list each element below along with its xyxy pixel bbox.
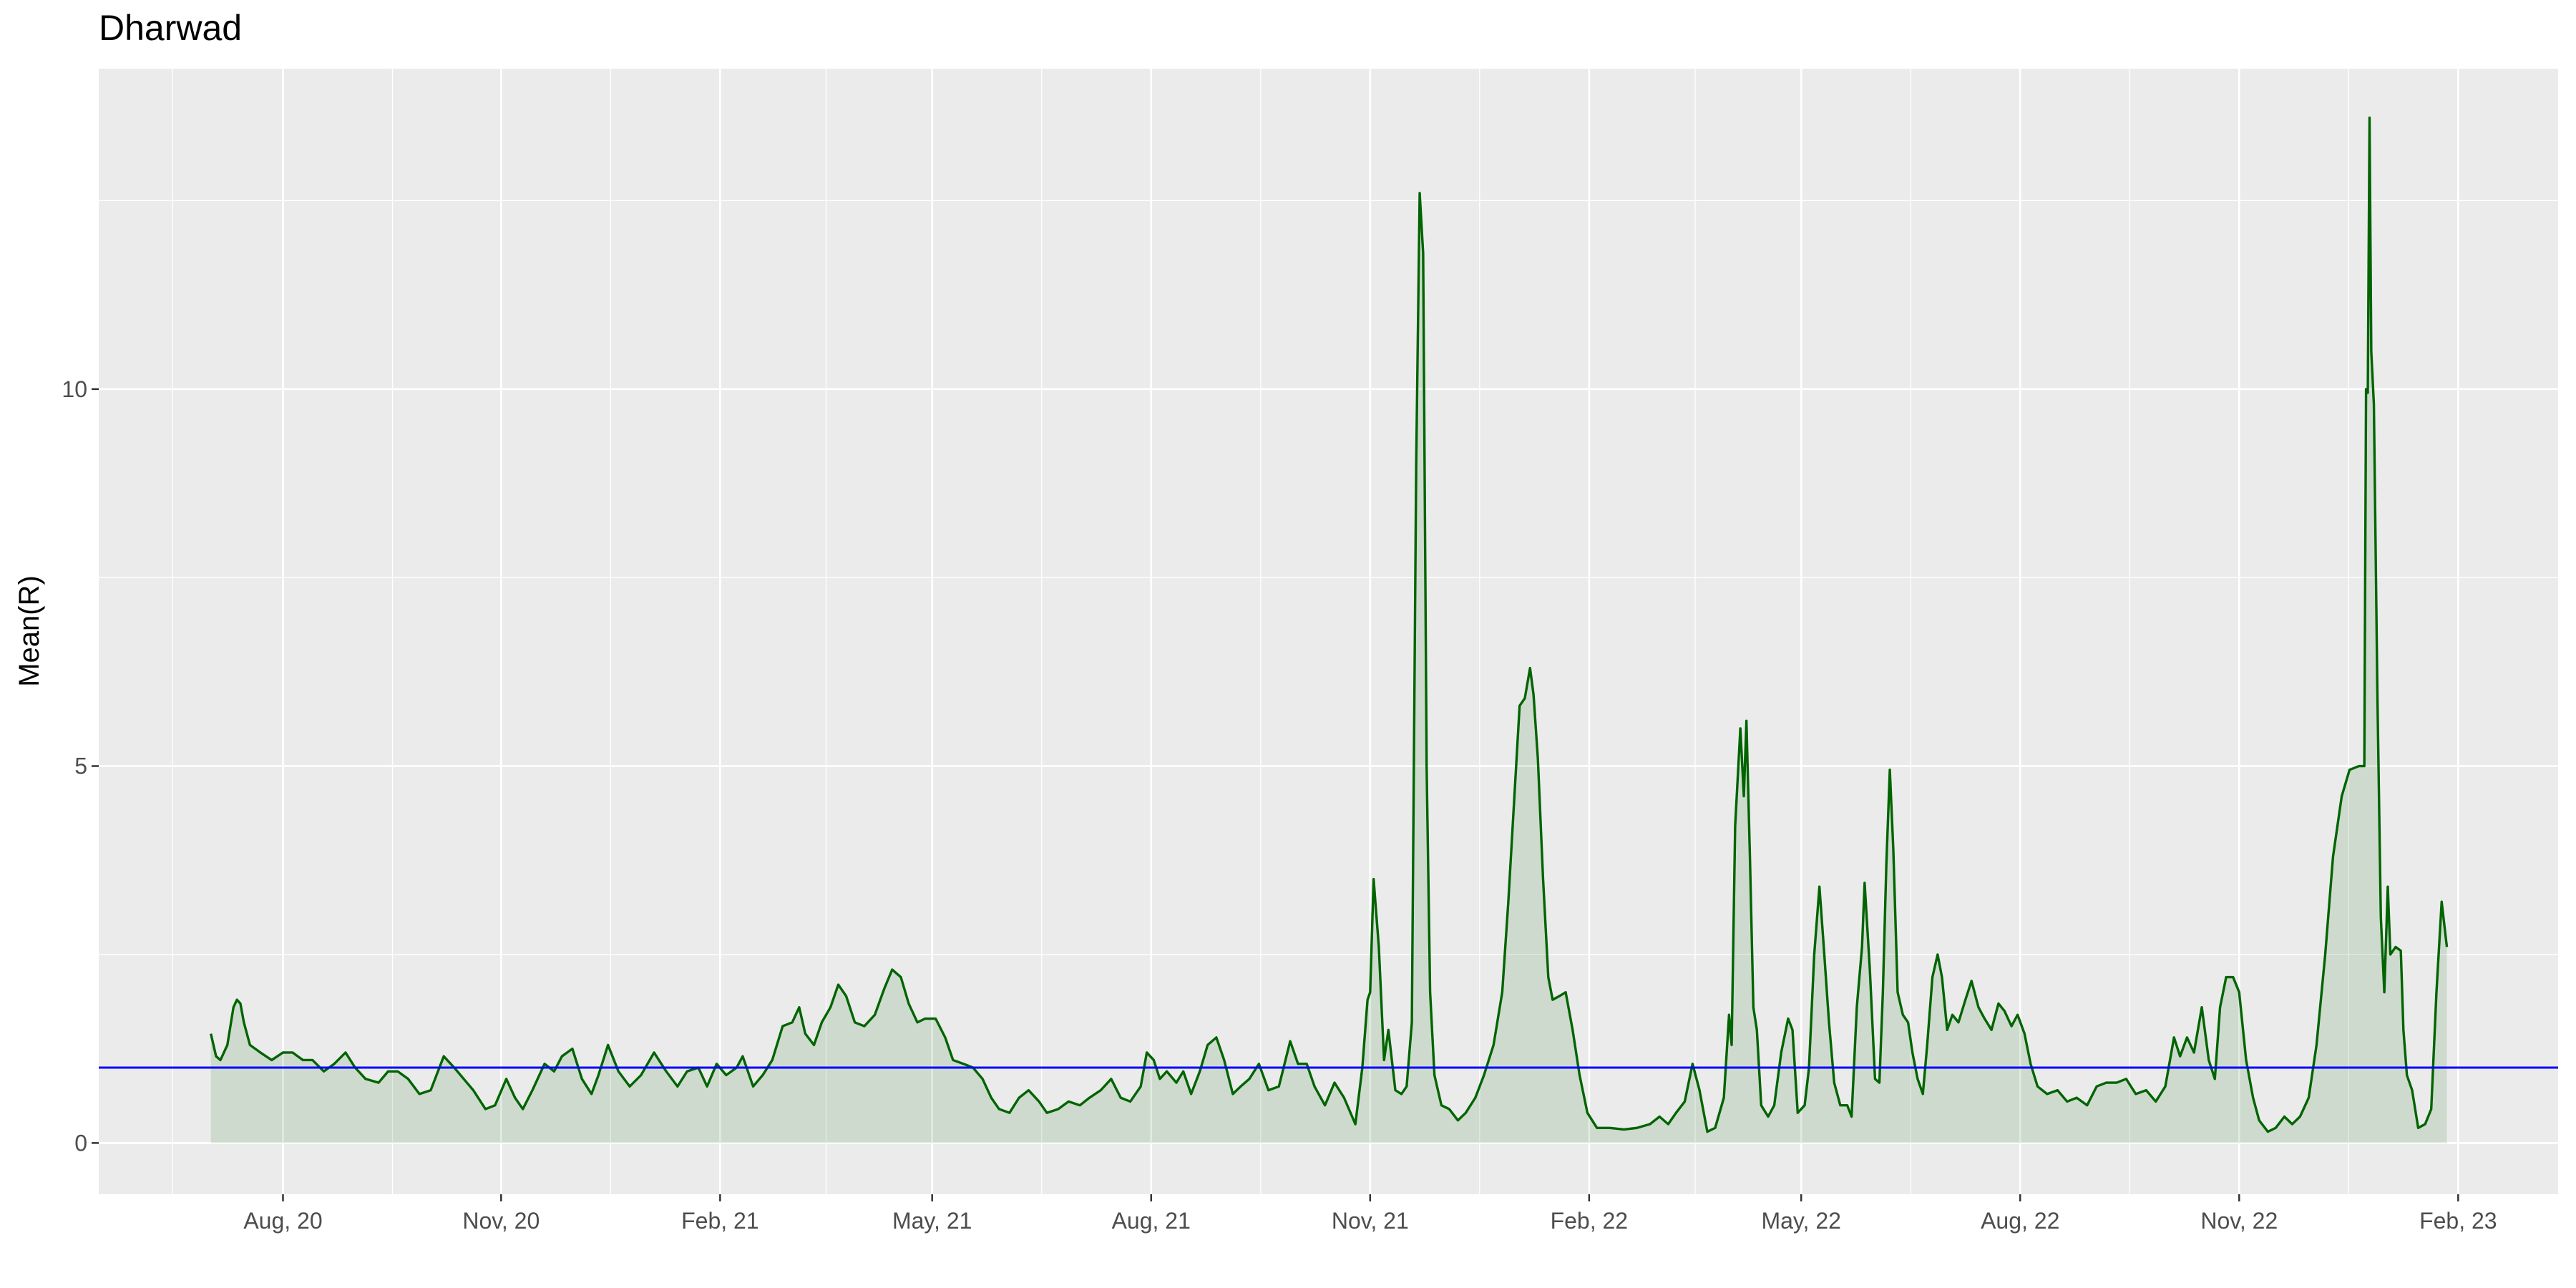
y-tick-label: 10 <box>62 376 87 402</box>
area <box>210 117 2447 1143</box>
x-tick-label: May, 22 <box>1761 1208 1840 1234</box>
x-tick-label: Feb, 21 <box>681 1208 759 1234</box>
y-axis-label: Mean(R) <box>14 575 45 687</box>
y-tick-label: 0 <box>74 1130 87 1156</box>
chart-title: Dharwad <box>99 8 242 48</box>
y-tick-label: 5 <box>74 753 87 779</box>
line <box>210 116 2449 1133</box>
x-tick-label: Aug, 21 <box>1112 1208 1191 1234</box>
x-tick-label: Nov, 20 <box>462 1208 540 1234</box>
x-tick-label: Nov, 22 <box>2200 1208 2278 1234</box>
x-tick-label: Nov, 21 <box>1332 1208 1409 1234</box>
x-tick-label: Aug, 22 <box>1981 1208 2059 1234</box>
x-tick-label: Aug, 20 <box>243 1208 322 1234</box>
x-tick-label: May, 21 <box>892 1208 972 1234</box>
x-tick-label: Feb, 23 <box>2419 1208 2497 1234</box>
x-tick-label: Feb, 22 <box>1551 1208 1629 1234</box>
panel <box>99 69 2558 1194</box>
